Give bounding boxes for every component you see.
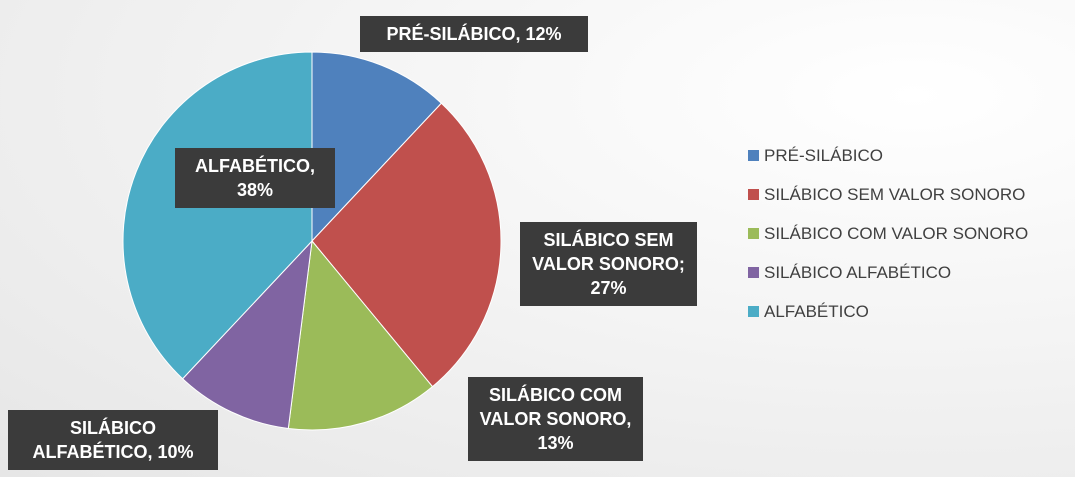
legend-entry: ALFABÉTICO [748,302,869,322]
legend-swatch [748,267,759,278]
pie-slice [287,239,434,431]
legend-entry: SILÁBICO COM VALOR SONORO [748,224,1028,244]
pie-slice [311,102,502,388]
legend-label: SILÁBICO COM VALOR SONORO [764,224,1029,243]
legend-label: SILÁBICO SEM VALOR SONORO [764,185,1026,204]
legend-swatch [748,306,759,317]
legend-swatch [748,189,759,200]
legend-label: PRÉ-SILÁBICO [764,146,884,165]
data-label: SILÁBICO ALFABÉTICO, 10% [8,410,218,470]
legend-swatch [748,228,759,239]
data-label: SILÁBICO COM VALOR SONORO, 13% [468,377,643,461]
legend-label: SILÁBICO ALFABÉTICO [764,263,952,282]
pie-slice [181,239,313,430]
legend-entry: PRÉ-SILÁBICO [748,146,883,166]
pie-slice [311,51,443,243]
legend-swatch [748,150,759,161]
legend-entry: SILÁBICO ALFABÉTICO [748,263,951,283]
pie-slice [122,51,313,380]
data-label: SILÁBICO SEM VALOR SONORO; 27% [520,222,697,306]
data-label: ALFABÉTICO, 38% [175,148,335,208]
data-label: PRÉ-SILÁBICO, 12% [360,16,588,52]
legend-entry: SILÁBICO SEM VALOR SONORO [748,185,1025,205]
legend-label: ALFABÉTICO [764,302,869,321]
